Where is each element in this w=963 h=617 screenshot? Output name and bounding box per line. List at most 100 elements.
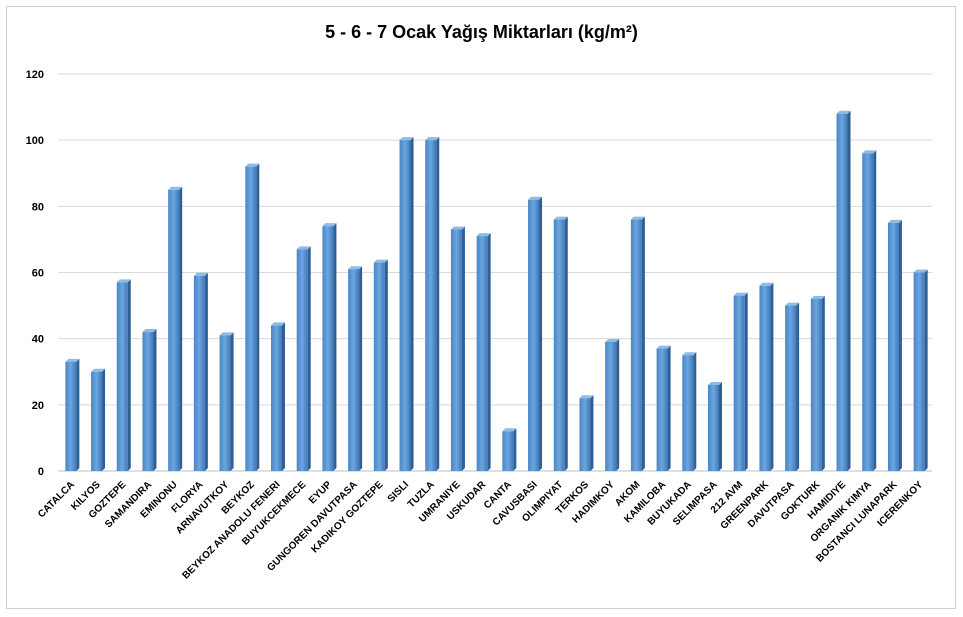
bar-side [641, 216, 645, 471]
bar-top [708, 381, 722, 385]
bar-side [230, 332, 234, 471]
bar [245, 163, 260, 471]
bar [862, 150, 877, 471]
y-tick-label: 20 [32, 400, 44, 412]
bar-top [862, 150, 877, 154]
bar-front [476, 236, 488, 471]
y-tick-label: 60 [32, 268, 44, 280]
bar-top [348, 266, 363, 270]
bar [65, 358, 80, 471]
bar-front [348, 269, 360, 471]
bar [656, 345, 671, 471]
bar-front [682, 355, 694, 471]
bar-front [450, 229, 462, 471]
bar-side [384, 259, 388, 471]
bar-side [436, 137, 440, 471]
bar-front [425, 140, 437, 471]
bar-top [630, 216, 645, 220]
bar-front [553, 219, 565, 471]
bar-front [759, 285, 771, 471]
bar-top [373, 259, 388, 263]
bar-front [836, 113, 848, 471]
bar-top [579, 395, 594, 399]
bar-side [770, 282, 774, 471]
bar-front [733, 295, 745, 471]
bar-top [810, 295, 825, 299]
y-tick-label: 0 [38, 466, 44, 478]
bar-top [656, 345, 671, 349]
bar-front [887, 222, 899, 471]
bar-side [796, 302, 800, 471]
bar-side [873, 150, 877, 471]
bar-front [193, 275, 205, 471]
bar-top [733, 292, 748, 296]
bar [168, 186, 183, 471]
y-tick-label: 40 [32, 334, 44, 346]
bar-side [564, 216, 568, 471]
bar [605, 338, 620, 471]
bar-side [616, 338, 620, 471]
bar-front [168, 189, 180, 471]
bar-side [693, 352, 697, 471]
x-category-label: ICERENKOY [875, 479, 925, 529]
bar-side [333, 223, 337, 471]
bar-front [322, 226, 334, 471]
bar-top [759, 282, 774, 286]
bar-side [153, 329, 157, 471]
bar-front [373, 262, 385, 471]
bar [579, 395, 594, 471]
bar-front [219, 335, 231, 471]
y-tick-label: 100 [26, 135, 44, 147]
bar [373, 259, 388, 471]
bar-side [282, 322, 285, 471]
bar-side [359, 266, 363, 471]
bar-side [461, 226, 465, 471]
bar-top [322, 223, 337, 227]
bar-top [168, 186, 183, 190]
bar [399, 137, 414, 471]
bar-side [744, 292, 748, 471]
bar-top [296, 246, 311, 250]
bar-top [502, 428, 517, 432]
bar-side [487, 233, 491, 471]
bar [913, 269, 928, 471]
bar [322, 223, 337, 471]
bar [528, 196, 543, 471]
y-tick-label: 120 [26, 69, 44, 81]
bar [810, 295, 825, 471]
bar-top [476, 233, 491, 237]
bar [450, 226, 465, 471]
bar-front [630, 219, 642, 471]
bar [759, 282, 774, 471]
bar-side [898, 219, 902, 471]
bar-front [605, 341, 617, 471]
bar [708, 381, 722, 471]
grid-lines [58, 73, 932, 472]
bar-front [656, 348, 668, 471]
bar-front [91, 371, 103, 471]
bar-side [924, 269, 928, 471]
bar [476, 233, 491, 471]
bar-top [887, 219, 902, 223]
bar-front [528, 199, 540, 471]
bar [91, 368, 106, 471]
bar [296, 246, 311, 471]
bar-top [245, 163, 260, 167]
bar-top [785, 302, 800, 306]
bar-side [179, 186, 183, 471]
bar [142, 329, 157, 471]
bar [785, 302, 800, 471]
bar-top [271, 322, 285, 326]
bar-front [399, 140, 411, 471]
bar-top [836, 110, 851, 114]
bar [193, 272, 208, 471]
bar-side [719, 381, 722, 471]
bar-side [127, 279, 131, 471]
bar-front [785, 305, 797, 471]
bar-top [399, 137, 414, 141]
bar-front [116, 282, 128, 471]
bar-side [513, 428, 517, 471]
bar-side [76, 358, 80, 471]
x-category-label: CATALCA [36, 479, 77, 520]
